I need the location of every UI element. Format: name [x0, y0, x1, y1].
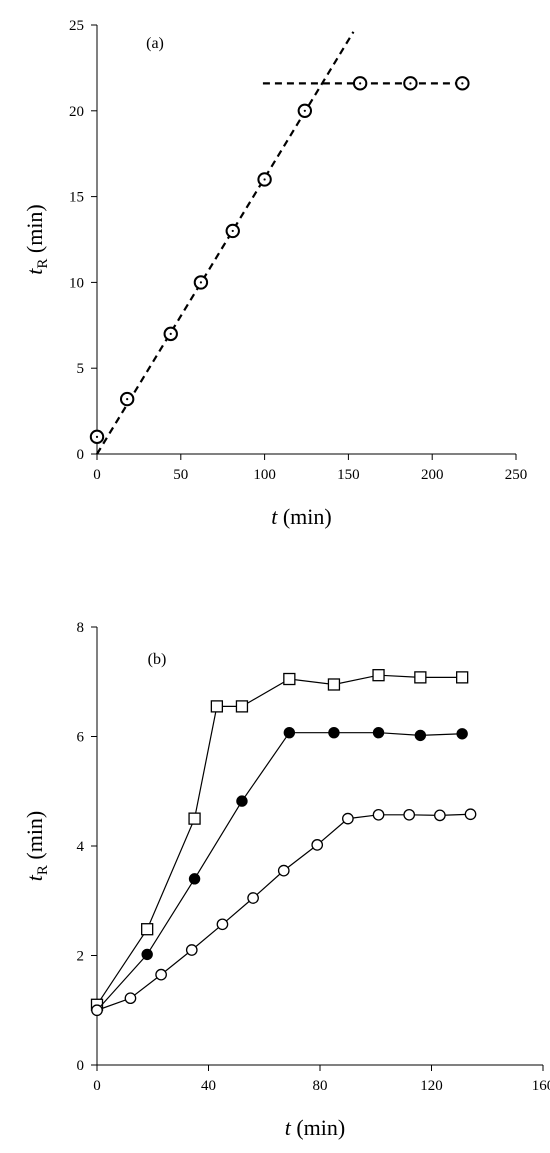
data-point-square	[141, 923, 154, 936]
y-tick-label: 0	[77, 1058, 85, 1074]
data-point-center	[461, 82, 464, 85]
data-point-center	[359, 82, 362, 85]
data-point-center	[409, 82, 412, 85]
data-point-circle	[247, 892, 259, 904]
data-point-filled	[188, 873, 201, 885]
y-tick-label: 15	[69, 190, 84, 206]
series-line	[96, 813, 471, 1011]
y-tick-label: 4	[77, 839, 85, 855]
x-tick-label: 200	[421, 467, 444, 483]
data-point-circle	[216, 918, 229, 931]
data-point-square	[283, 672, 296, 686]
y-axis-title: tR (min)	[22, 204, 51, 275]
y-tick-label: 20	[69, 104, 84, 120]
x-tick-label: 0	[93, 467, 101, 483]
data-point-circle	[464, 808, 477, 821]
data-point-filled	[372, 726, 385, 739]
chart-panel-b: 0246804080120160tR (min)t (min)(b)	[22, 620, 550, 1140]
x-axis-title: t (min)	[271, 504, 332, 529]
data-point-circle	[342, 812, 354, 825]
data-point-circle	[311, 839, 324, 851]
data-point-circle	[124, 992, 137, 1005]
data-point-center	[169, 332, 172, 335]
fit-line	[96, 31, 355, 455]
data-point-square	[327, 678, 341, 691]
data-point-circle	[403, 808, 416, 821]
y-tick-label: 6	[77, 730, 85, 746]
panel-label: (b)	[148, 651, 167, 668]
data-point-filled	[328, 726, 340, 739]
data-point-center	[126, 397, 129, 401]
x-tick-label: 160	[532, 1078, 550, 1094]
y-tick-label: 2	[77, 949, 85, 965]
data-point-filled	[414, 729, 427, 742]
data-point-square	[372, 669, 385, 682]
x-tick-label: 150	[337, 467, 360, 483]
panel-label: (a)	[146, 35, 164, 52]
data-point-circle	[91, 1004, 103, 1017]
data-point-square	[235, 700, 249, 713]
x-axis-title: t (min)	[285, 1115, 346, 1140]
series-line	[96, 674, 463, 1006]
data-point-circle	[185, 944, 198, 956]
y-tick-label: 8	[77, 620, 85, 636]
x-tick-label: 40	[201, 1078, 216, 1094]
y-tick-label: 5	[77, 361, 85, 377]
x-tick-label: 100	[253, 467, 276, 483]
data-point-center	[199, 281, 203, 284]
data-point-circle	[434, 809, 446, 822]
data-point-square	[414, 671, 427, 684]
y-tick-label: 25	[69, 18, 84, 34]
data-point-circle	[155, 968, 167, 981]
y-axis-title: tR (min)	[22, 811, 51, 882]
data-point-center	[231, 229, 234, 233]
x-tick-label: 0	[93, 1078, 101, 1094]
x-tick-label: 50	[173, 467, 188, 483]
y-tick-label: 10	[69, 275, 84, 291]
data-point-center	[303, 109, 306, 112]
x-tick-label: 120	[420, 1078, 443, 1094]
data-point-circle	[277, 864, 290, 877]
x-tick-label: 250	[505, 467, 528, 483]
data-point-center	[263, 178, 266, 181]
data-point-circle	[372, 808, 385, 821]
y-tick-label: 0	[77, 447, 85, 463]
data-point-square	[188, 812, 201, 825]
data-point-square	[210, 700, 224, 713]
data-point-filled	[236, 795, 248, 807]
data-point-filled	[283, 726, 296, 739]
x-tick-label: 80	[313, 1078, 328, 1094]
data-point-square	[456, 671, 469, 684]
data-point-filled	[456, 728, 468, 740]
data-point-filled	[141, 948, 153, 961]
data-point-center	[95, 435, 99, 438]
